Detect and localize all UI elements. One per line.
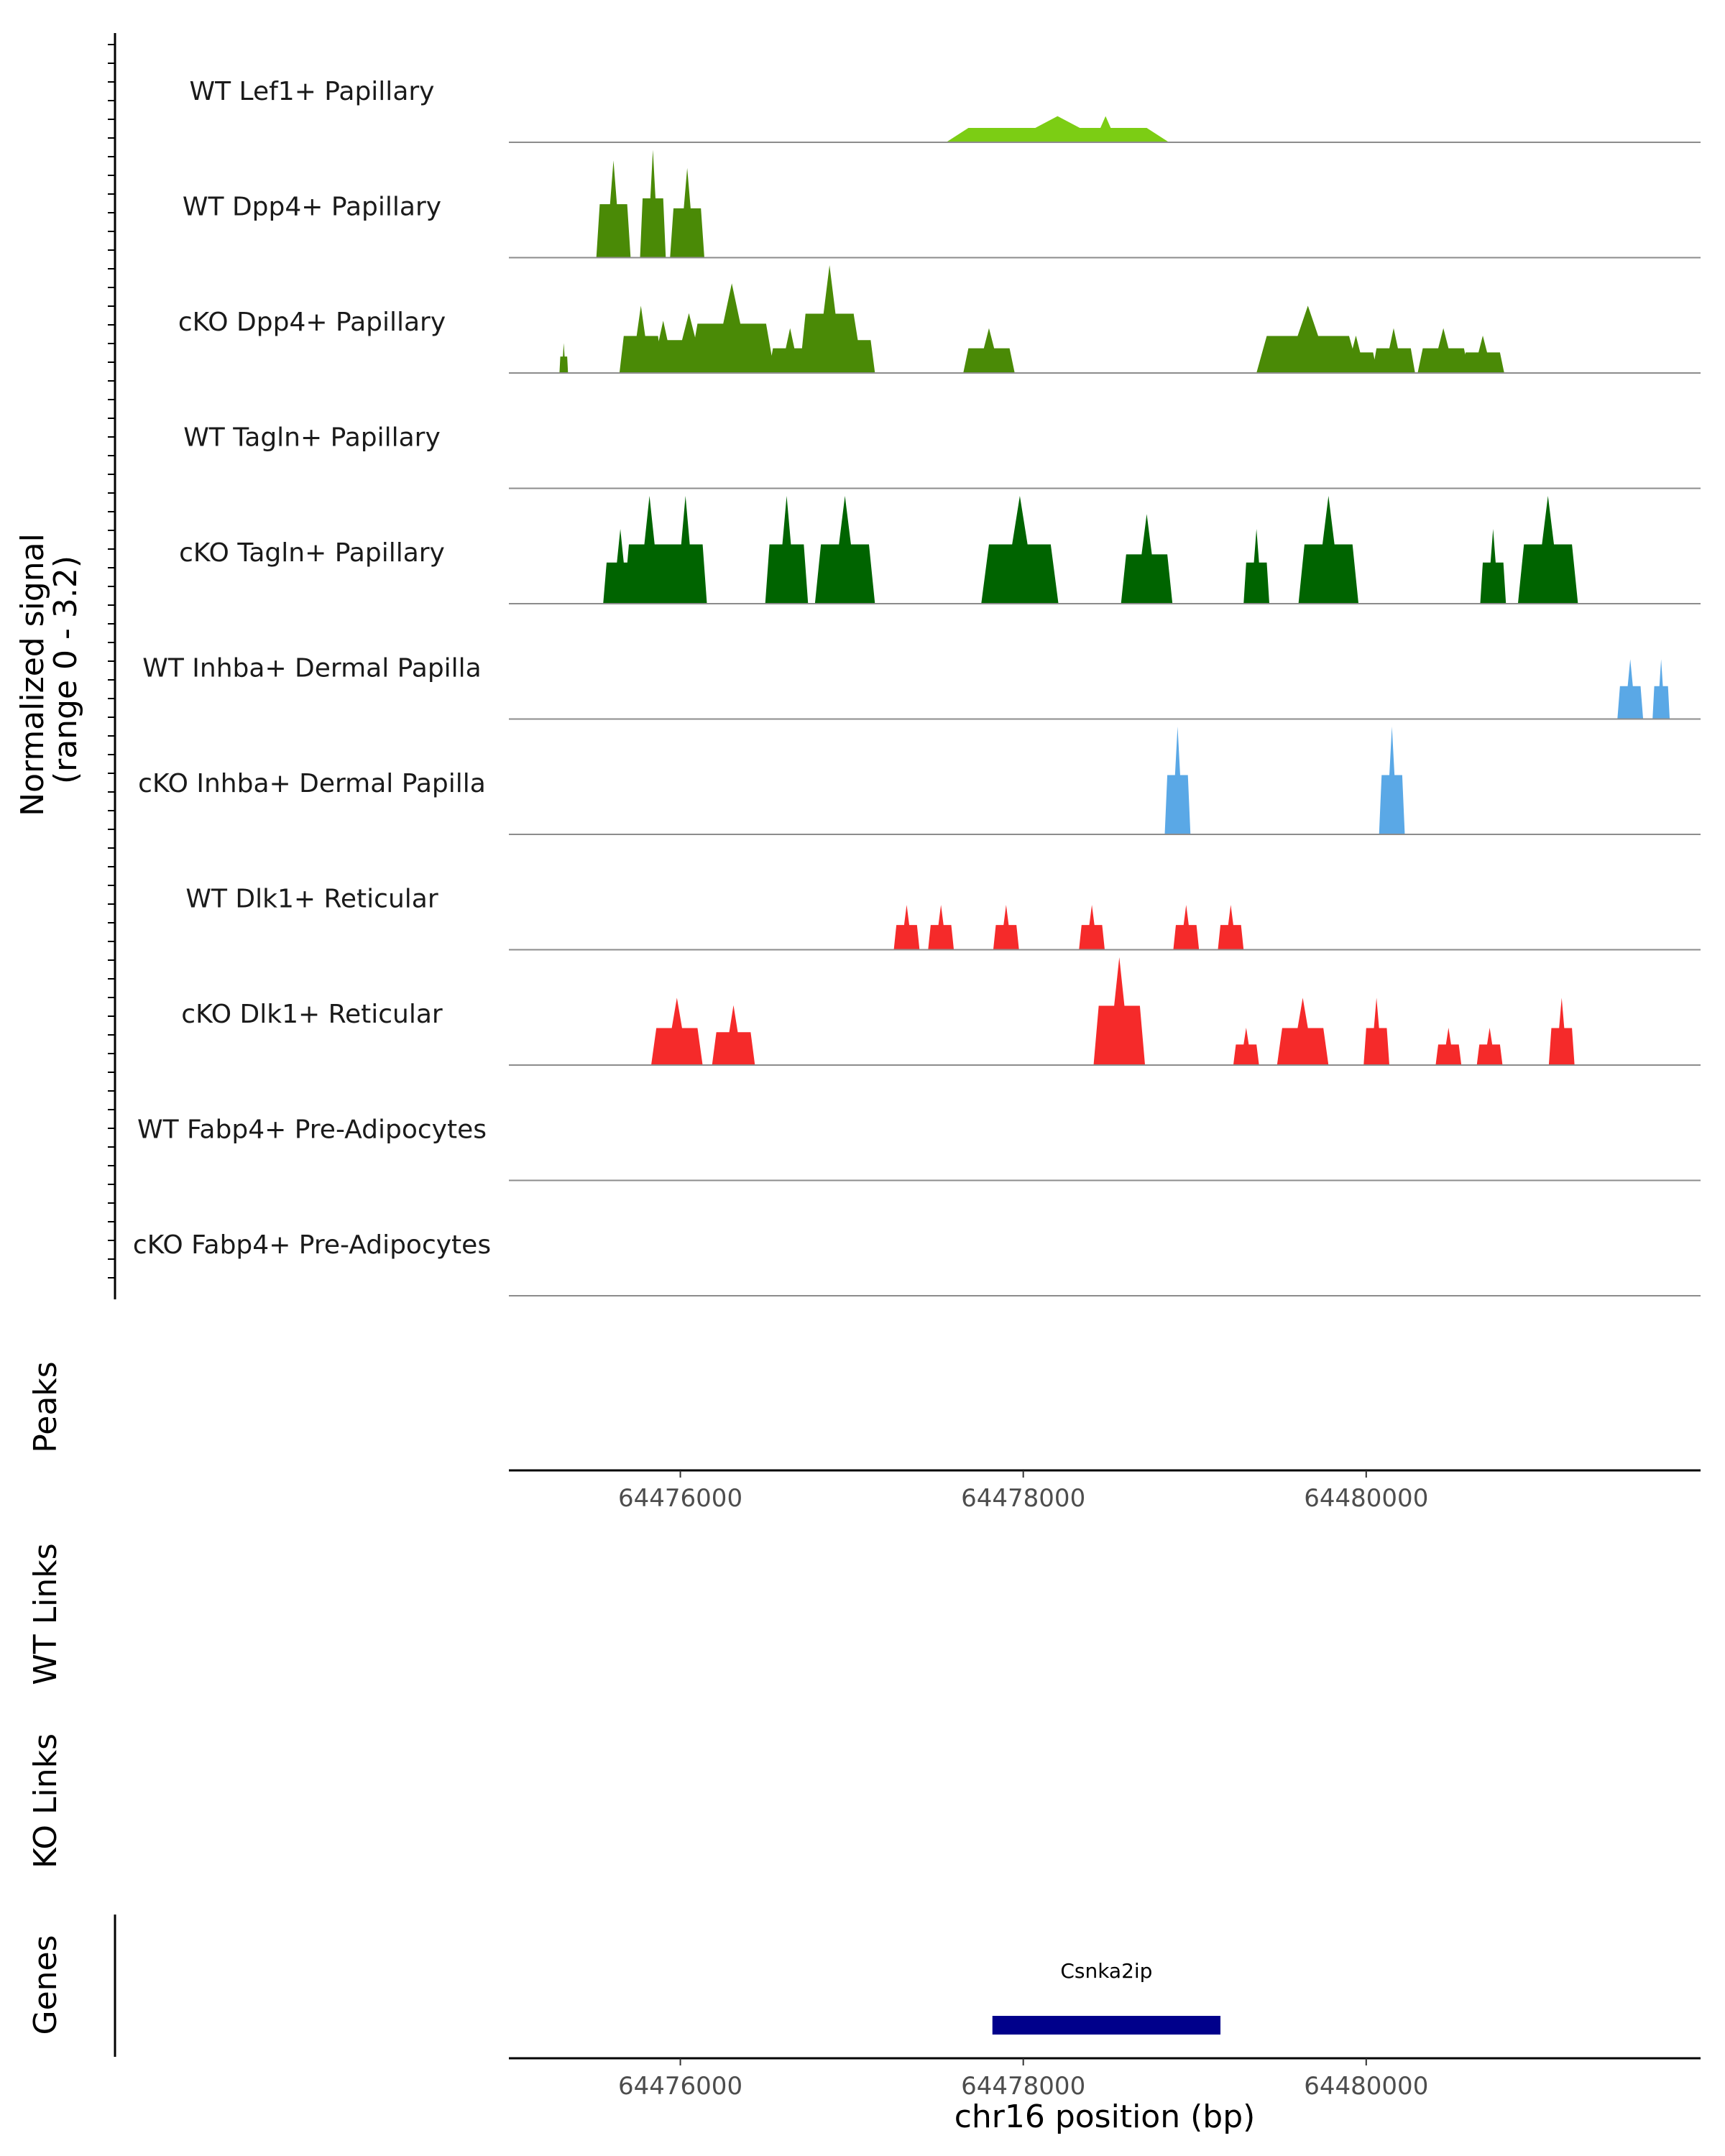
signal-peak [946, 116, 1169, 142]
peaks-x-ticks: 64476000 64478000 64480000 [618, 1470, 1428, 1513]
x-axis-label: chr16 position (bp) [954, 2099, 1256, 2135]
signal-peak [640, 149, 666, 258]
genes-x-ticks: 64476000 64478000 64480000 [618, 2058, 1428, 2101]
signal-peak [1164, 727, 1191, 834]
signal-peak [1121, 514, 1173, 604]
track-label: WT Dpp4+ Papillary [183, 193, 441, 222]
signal-peak [1548, 998, 1575, 1065]
signal-peak [1243, 529, 1270, 604]
track-label: WT Inhba+ Dermal Papilla [142, 654, 481, 683]
track-label: cKO Tagln+ Papillary [179, 538, 445, 568]
signal-peak [814, 496, 875, 604]
track-label: cKO Dlk1+ Reticular [181, 1000, 443, 1029]
signal-peak [663, 496, 707, 604]
signal-peak [1363, 998, 1390, 1065]
signal-peak [596, 160, 631, 258]
signal-peak [993, 905, 1019, 950]
signal-peak [1080, 116, 1131, 142]
signal-peak [1517, 496, 1578, 604]
signal-peak [1256, 305, 1360, 373]
y-axis-ticks [108, 44, 115, 1279]
signal-peak [963, 328, 1015, 373]
y-axis-label-line2: (range 0 - 3.2) [47, 556, 84, 784]
x-tick-label: 64478000 [961, 1484, 1085, 1513]
track-wt-tagln-papillary: WT Tagln+ Papillary [183, 423, 1701, 489]
signal-peak [1617, 659, 1644, 719]
signal-peak [1233, 1028, 1259, 1065]
gene-body [992, 2016, 1221, 2035]
signal-peak [1435, 1028, 1462, 1065]
signal-peak [765, 496, 809, 604]
signal-peak [689, 283, 775, 373]
track-label: WT Tagln+ Papillary [183, 423, 441, 453]
signal-peak [1476, 1028, 1503, 1065]
signal-peak [1334, 336, 1378, 373]
signal-peak [1372, 328, 1415, 373]
track-cko-dpp4-papillary: cKO Dpp4+ Papillary [178, 265, 1701, 374]
signal-peak [1480, 529, 1506, 604]
track-label: cKO Fabp4+ Pre-Adipocytes [133, 1230, 491, 1260]
signal-peak [559, 343, 569, 373]
track-wt-dpp4-papillary: WT Dpp4+ Papillary [183, 149, 1701, 259]
signal-peak [623, 496, 676, 604]
signal-peak [893, 905, 920, 950]
track-label: WT Lef1+ Papillary [190, 77, 435, 106]
signal-peak [1079, 905, 1105, 950]
peaks-panel-label: Peaks [27, 1361, 64, 1452]
track-wt-lef1-papillary: WT Lef1+ Papillary [190, 77, 1701, 143]
signal-peak [1417, 328, 1469, 373]
track-cko-inhba-dermal-papilla: cKO Inhba+ Dermal Papilla [138, 727, 1701, 835]
signal-peak [1461, 336, 1504, 373]
signal-peak [1093, 957, 1146, 1065]
wt-links-panel-label: WT Links [27, 1543, 64, 1685]
genes-panel-label: Genes [27, 1935, 64, 2035]
x-tick-label: 64478000 [961, 2072, 1085, 2101]
track-wt-dlk1-reticular: WT Dlk1+ Reticular [185, 885, 1701, 951]
track-cko-fabp4-pre-adipocytes: cKO Fabp4+ Pre-Adipocytes [133, 1230, 1701, 1296]
coverage-tracks: WT Lef1+ Papillary WT Dpp4+ Papillary cKO … [133, 77, 1701, 1296]
signal-peak [981, 496, 1059, 604]
signal-peak [832, 313, 875, 373]
signal-peak [1276, 998, 1329, 1065]
gene-label: Csnka2ip [1060, 1959, 1152, 1983]
track-label: WT Dlk1+ Reticular [185, 885, 438, 914]
x-tick-label: 64476000 [618, 1484, 742, 1513]
x-tick-label: 64476000 [618, 2072, 742, 2101]
signal-peak [1652, 659, 1670, 719]
ko-links-panel-label: KO Links [27, 1733, 64, 1869]
signal-peak [651, 998, 703, 1065]
track-wt-inhba-dermal-papilla: WT Inhba+ Dermal Papilla [142, 654, 1701, 720]
track-label: cKO Inhba+ Dermal Papilla [138, 769, 486, 798]
y-axis-label: Normalized signal (range 0 - 3.2) [14, 523, 84, 816]
signal-peak [1379, 727, 1405, 834]
track-cko-tagln-papillary: cKO Tagln+ Papillary [179, 496, 1701, 604]
track-cko-dlk1-reticular: cKO Dlk1+ Reticular [181, 957, 1701, 1066]
track-label: WT Fabp4+ Pre-Adipocytes [137, 1115, 487, 1145]
gene-annotations: Csnka2ip [992, 1959, 1221, 2035]
track-label: cKO Dpp4+ Papillary [178, 308, 446, 337]
signal-peak [928, 905, 954, 950]
track-wt-fabp4-pre-adipocytes: WT Fabp4+ Pre-Adipocytes [137, 1115, 1701, 1181]
y-axis: Normalized signal (range 0 - 3.2) [14, 33, 116, 1299]
signal-peak [1218, 905, 1244, 950]
signal-peak [1173, 905, 1200, 950]
y-axis-label-line1: Normalized signal [14, 533, 51, 816]
x-tick-label: 64480000 [1304, 2072, 1428, 2101]
x-tick-label: 64480000 [1304, 1484, 1428, 1513]
signal-peak [670, 167, 704, 258]
peaks-x-axis: 64476000 64478000 64480000 [509, 1469, 1701, 1513]
signal-peak [1298, 496, 1359, 604]
genes-x-axis: 64476000 64478000 64480000 chr16 position … [509, 2057, 1701, 2135]
signal-peak [712, 1005, 755, 1065]
